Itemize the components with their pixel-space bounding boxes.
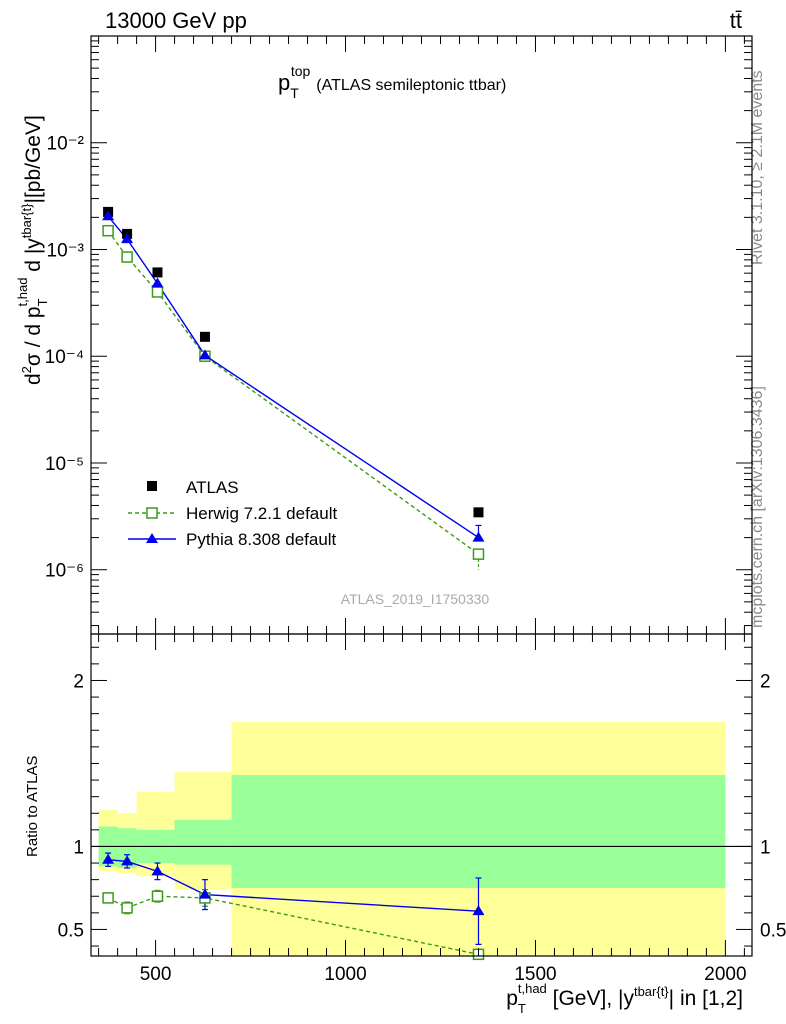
ratio-x-tick-label: 1500 — [514, 964, 556, 985]
herwig-ratio-line — [107, 895, 479, 956]
herwig-ratio-point — [102, 892, 114, 904]
ratio-x-tick-label: 500 — [140, 964, 172, 985]
ratio-band-inner — [174, 819, 232, 865]
header-process: tt̄ — [730, 8, 742, 33]
legend-atlas-label: ATLAS — [186, 478, 239, 497]
legend-herwig-marker — [146, 507, 158, 519]
header-energy: 13000 GeV pp — [105, 8, 247, 33]
legend-pythia-marker — [146, 533, 158, 543]
pythia-point — [198, 349, 211, 360]
herwig-point — [121, 251, 133, 263]
pythia-ratio-point — [472, 905, 485, 916]
legend: ATLAS Herwig 7.2.1 default Pythia 8.308 … — [128, 478, 337, 549]
ratio-y-tick-label: 2 — [73, 671, 84, 692]
mcplots-label: mcplots.cern.ch [arXiv:1306.3436] — [749, 386, 766, 628]
rivet-label: Rivet 3.1.10, ≥ 2.1M events — [749, 70, 766, 265]
top-y-tick-label: 10⁻⁴ — [45, 347, 84, 368]
top-y-tick-label: 10⁻⁵ — [45, 454, 84, 475]
herwig-point — [151, 286, 164, 298]
herwig-point — [102, 224, 114, 237]
analysis-watermark: ATLAS_2019_I1750330 — [341, 591, 490, 607]
atlas-point — [199, 331, 210, 342]
top-y-axis-label: d2σ / d pTt,had d |ytbar{t}|[pb/GeV] — [15, 115, 50, 385]
ratio-y-tick-label: 1 — [73, 837, 84, 858]
top-y-tick-label: 10⁻³ — [47, 240, 85, 261]
pythia-ratio-point — [151, 865, 164, 876]
ratio-y-tick-label-right: 2 — [760, 671, 771, 692]
ratio-y-tick-label-right: 1 — [760, 837, 771, 858]
ratio-x-axis-label: pTt,had [GeV], |ytbar{t}| in [1,2] — [506, 981, 743, 1016]
pythia-point — [472, 531, 485, 542]
pythia-ratio-point — [198, 888, 211, 899]
atlas-point — [473, 507, 484, 518]
ratio-band-inner — [231, 775, 726, 888]
herwig-ratio-point — [121, 902, 133, 914]
ratio-y-tick-label: 0.5 — [58, 920, 84, 941]
top-y-tick-label: 10⁻² — [47, 134, 85, 155]
legend-atlas-marker — [147, 481, 157, 491]
plot-title: pTtop(ATLAS semileptonic ttbar) — [278, 63, 506, 101]
pythia-line — [107, 215, 479, 539]
ratio-y-tick-label-right: 0.5 — [760, 920, 786, 941]
ratio-band-inner — [117, 828, 137, 869]
top-y-tick-label: 10⁻⁶ — [45, 561, 84, 582]
pythia-point — [121, 233, 134, 244]
legend-pythia-label: Pythia 8.308 default — [186, 530, 337, 549]
atlas-point — [152, 267, 163, 278]
ratio-x-tick-label: 2000 — [704, 964, 746, 985]
pythia-point — [151, 277, 164, 288]
pythia-ratio-point — [102, 853, 115, 864]
herwig-point — [472, 548, 485, 560]
ratio-x-tick-label: 1000 — [324, 964, 366, 985]
herwig-ratio-point — [151, 890, 164, 902]
ratio-y-axis-label: Ratio to ATLAS — [24, 756, 41, 857]
legend-herwig-label: Herwig 7.2.1 default — [186, 504, 337, 523]
pythia-ratio-point — [121, 855, 134, 866]
pythia-point — [102, 210, 115, 221]
